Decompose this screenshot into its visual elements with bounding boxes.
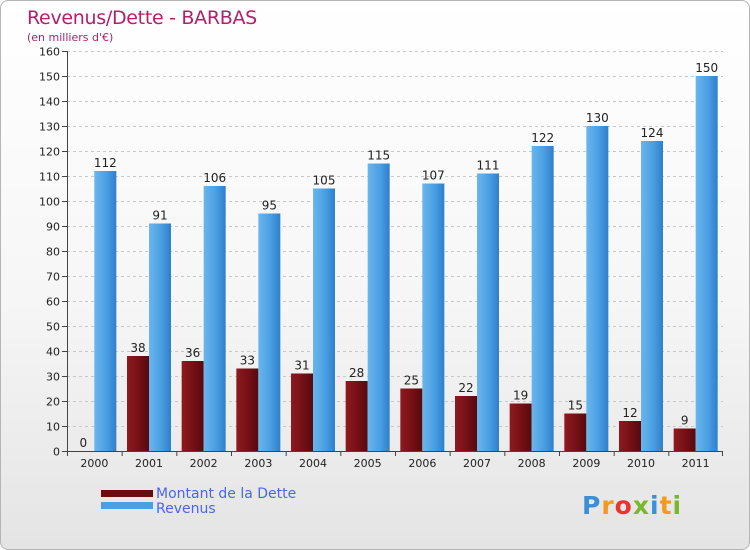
logo-letter: x [632, 491, 650, 520]
y-tick-label: 150 [39, 71, 60, 84]
bar-revenus [258, 213, 281, 451]
y-tick-label: 60 [46, 296, 60, 309]
x-tick-label: 2001 [135, 457, 163, 470]
bar-revenus [367, 163, 390, 451]
x-tick-label: 2003 [244, 457, 272, 470]
value-label-revenus: 124 [641, 126, 664, 140]
data-labels: 0 112 38 91 36 106 33 95 31 105 28 115 25 107 22 111 19 1… [80, 61, 719, 450]
bar-revenus [422, 183, 445, 451]
y-tick-label: 160 [39, 46, 60, 59]
value-label-revenus: 91 [152, 209, 167, 223]
bar-dette [673, 428, 696, 451]
value-label-revenus: 150 [695, 61, 718, 75]
x-tick-label: 2008 [518, 457, 546, 470]
y-tick-label: 120 [39, 146, 60, 159]
bar-revenus [531, 146, 554, 451]
y-tick-label: 90 [46, 221, 60, 234]
value-label-revenus: 106 [203, 171, 226, 185]
bar-dette [181, 361, 204, 451]
value-label-dette: 22 [458, 381, 473, 395]
logo-letter: i [650, 491, 660, 520]
logo-letter: P [582, 491, 602, 520]
bar-dette [127, 356, 149, 451]
x-tick-label: 2006 [408, 457, 436, 470]
y-tick-label: 140 [39, 96, 60, 109]
bar-dette [619, 421, 641, 451]
x-tick-label: 2009 [572, 457, 600, 470]
bar-revenus [149, 223, 171, 451]
x-tick-label: 2004 [299, 457, 327, 470]
value-label-dette: 28 [349, 366, 364, 380]
bar-revenus [94, 171, 117, 451]
x-tick-label: 2011 [682, 457, 710, 470]
bar-revenus [695, 76, 718, 451]
value-label-dette: 9 [681, 414, 689, 428]
value-label-revenus: 95 [262, 199, 277, 213]
bar-dette [509, 403, 532, 451]
bar-revenus [313, 188, 335, 451]
y-tick-label: 30 [46, 371, 60, 384]
value-label-dette: 12 [622, 406, 637, 420]
value-label-dette: 19 [513, 389, 528, 403]
bars [94, 76, 718, 451]
value-label-dette: 33 [240, 354, 255, 368]
y-tick-label: 130 [39, 121, 60, 134]
proxiti-logo: Proxiti [582, 491, 682, 520]
bar-dette [236, 368, 259, 451]
logo-letter: i [672, 491, 683, 520]
logo-letter: o [614, 491, 633, 520]
bar-revenus [477, 173, 499, 451]
x-tick-label: 2002 [190, 457, 218, 470]
value-label-revenus: 107 [422, 169, 445, 183]
bar-dette [400, 388, 423, 451]
y-tick-label: 70 [46, 271, 60, 284]
chart-subtitle: (en milliers d'€) [27, 31, 114, 44]
chart-title: Revenus/Dette - BARBAS [27, 7, 257, 29]
value-label-revenus: 130 [586, 111, 609, 125]
y-tick-label: 10 [46, 421, 60, 434]
y-tick-label: 50 [46, 321, 60, 334]
value-label-revenus: 112 [94, 156, 117, 170]
bar-dette [345, 381, 368, 451]
bar-dette [455, 396, 477, 451]
value-label-dette: 25 [404, 374, 419, 388]
bar-dette [564, 413, 587, 451]
x-tick-label: 2007 [463, 457, 491, 470]
y-tick-label: 20 [46, 396, 60, 409]
legend-label-debt: Montant de la Dette [156, 486, 297, 502]
x-tick-label: 2005 [354, 457, 382, 470]
bar-revenus [203, 186, 226, 451]
logo-letter: t [659, 491, 673, 520]
value-label-dette: 0 [80, 436, 88, 450]
value-label-dette: 15 [568, 399, 583, 413]
y-tick-label: 80 [46, 246, 60, 259]
value-label-dette: 38 [130, 341, 145, 355]
x-tick-label: 2000 [80, 457, 108, 470]
value-label-revenus: 105 [313, 174, 336, 188]
bar-dette [291, 373, 313, 451]
x-tick-label: 2010 [627, 457, 655, 470]
bar-revenus [641, 141, 663, 451]
y-tick-label: 100 [39, 196, 60, 209]
value-label-dette: 31 [294, 359, 309, 373]
value-label-revenus: 115 [367, 149, 390, 163]
value-label-dette: 36 [185, 346, 200, 360]
bar-revenus [586, 126, 609, 451]
logo-letter: r [601, 491, 615, 520]
legend-swatch-revenus [101, 502, 153, 509]
legend-label-revenus: Revenus [156, 501, 216, 517]
grid-lines [67, 51, 723, 452]
y-tick-label: 0 [53, 446, 60, 459]
legend-swatch-debt [101, 490, 153, 497]
value-label-revenus: 111 [477, 159, 500, 173]
axes: 0102030405060708090100110120130140150160… [39, 46, 723, 470]
y-tick-label: 110 [39, 171, 60, 184]
y-tick-label: 40 [46, 346, 60, 359]
value-label-revenus: 122 [531, 131, 554, 145]
